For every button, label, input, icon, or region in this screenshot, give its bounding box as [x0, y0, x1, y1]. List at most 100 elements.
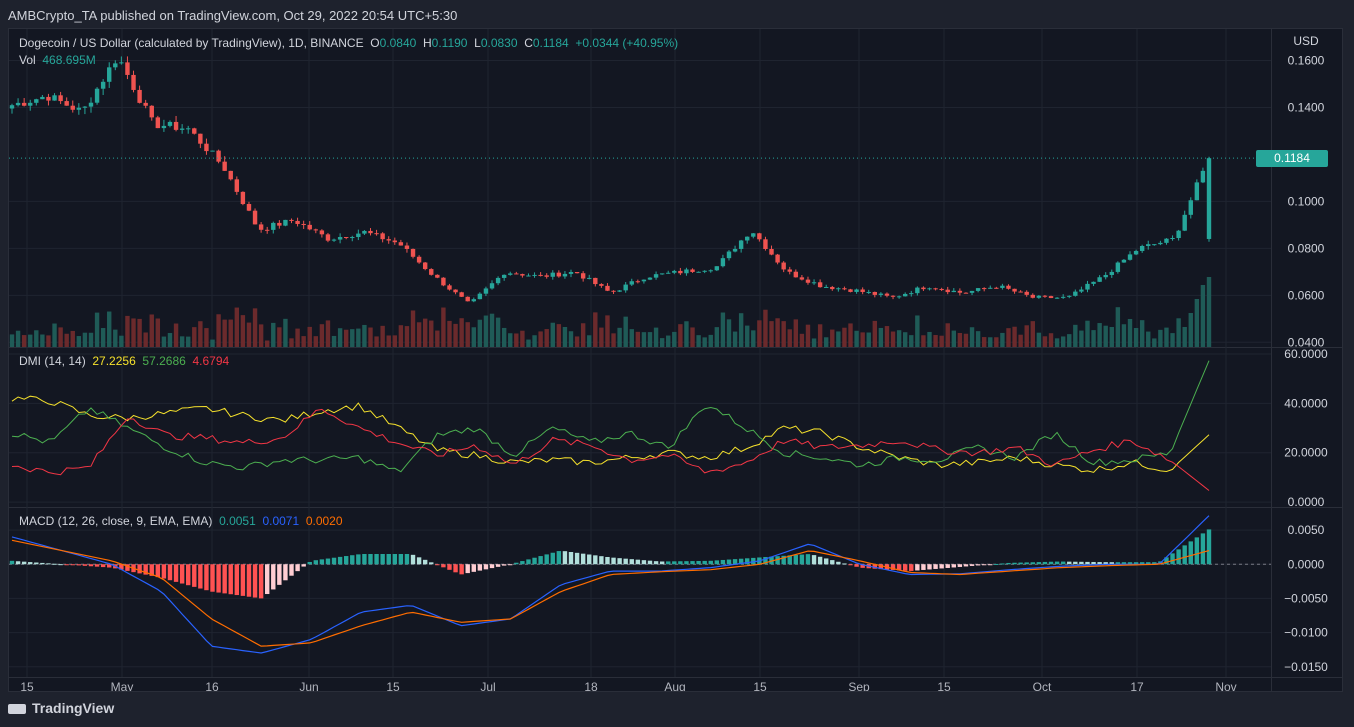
candle-body — [714, 266, 720, 271]
open-value: 0.0840 — [379, 36, 417, 50]
candle-body — [1133, 250, 1139, 255]
macd-histogram-bar — [890, 564, 896, 570]
macd-histogram-bar — [848, 564, 853, 566]
volume-bar — [216, 314, 221, 347]
volume-label[interactable]: Vol — [19, 53, 36, 67]
volume-legend: Vol 468.695M — [19, 53, 96, 67]
candle-body — [362, 230, 367, 234]
candle-body — [1097, 277, 1102, 282]
candle-body — [659, 273, 665, 275]
low-label: L — [474, 36, 481, 50]
volume-bar — [313, 336, 319, 347]
chart-frame[interactable]: 15 May 16 Jun 15 Jul 18 Aug 15 Sep 15 Oct 17 Nov USD 0.… — [8, 28, 1343, 692]
macd-label[interactable]: MACD (12, 26, close, 9, EMA, EMA) — [19, 514, 213, 528]
candle-body — [921, 287, 926, 290]
candle-body — [872, 291, 878, 295]
candle-body — [331, 239, 337, 241]
volume-bar — [1012, 326, 1017, 347]
volume-bar — [1091, 330, 1096, 347]
macd-hist-value: 0.0051 — [219, 514, 256, 528]
candle-body — [635, 281, 641, 283]
volume-bar — [1036, 332, 1042, 347]
macd-histogram-bar — [179, 564, 185, 584]
candle-body — [149, 105, 154, 118]
candle-body — [137, 89, 142, 103]
candle-body — [1054, 297, 1060, 299]
volume-bar — [878, 327, 884, 347]
macd-histogram-bar — [198, 564, 203, 589]
candle-body — [878, 293, 884, 295]
volume-bar — [830, 329, 835, 347]
macd-tick-label: 0.0050 — [1288, 523, 1325, 537]
macd-histogram-bar — [678, 561, 683, 565]
volume-bar — [574, 336, 580, 347]
volume-bar — [331, 335, 337, 347]
volume-bar — [580, 323, 586, 347]
volume-bar — [1000, 332, 1005, 347]
macd-histogram-bar — [872, 564, 878, 569]
volume-bar — [410, 310, 416, 347]
volume-bar — [246, 322, 252, 347]
macd-histogram-bar — [1103, 562, 1108, 565]
open-label: O — [370, 36, 380, 50]
symbol-title[interactable]: Dogecoin / US Dollar (calculated by Trad… — [19, 36, 364, 50]
volume-bar — [264, 340, 270, 347]
volume-bar — [1139, 320, 1145, 347]
volume-bar — [1176, 318, 1181, 347]
candle-body — [94, 88, 100, 103]
macd-histogram-bar — [975, 564, 981, 566]
volume-bar — [817, 324, 823, 347]
volume-bar — [277, 327, 282, 347]
macd-histogram-bar — [580, 553, 586, 565]
macd-histogram-bar — [988, 564, 993, 566]
macd-histogram-bar — [805, 554, 811, 565]
candle-body — [933, 288, 938, 290]
volume-bar — [666, 335, 671, 347]
candle-body — [435, 274, 440, 278]
candle-body — [562, 273, 568, 277]
candle-body — [1042, 295, 1048, 297]
macd-histogram-bar — [1067, 561, 1072, 565]
candle-body — [896, 296, 902, 298]
macd-line-value: 0.0071 — [262, 514, 300, 528]
macd-histogram-bar — [1133, 562, 1139, 565]
candle-body — [726, 251, 732, 259]
macd-histogram-bar — [343, 556, 349, 565]
candle-body — [611, 290, 616, 292]
chart-canvas[interactable]: 15 May 16 Jun 15 Jul 18 Aug 15 Sep 15 Oct 17 Nov USD 0.… — [9, 29, 1343, 692]
plus-di-line — [11, 360, 1210, 473]
candle-body — [1170, 237, 1175, 239]
volume-bar — [441, 307, 446, 347]
volume-bar — [404, 326, 410, 347]
volume-bar — [508, 333, 513, 347]
volume-bar — [933, 335, 938, 347]
candle-body — [380, 233, 385, 240]
volume-bar — [107, 311, 112, 347]
macd-histogram-bar — [568, 552, 574, 565]
volume-bar — [252, 308, 258, 347]
candle-body — [258, 224, 264, 230]
macd-histogram-bar — [76, 564, 82, 566]
macd-histogram-bar — [629, 559, 634, 565]
macd-histogram-bar — [362, 554, 367, 565]
price-tick-label: 0.1000 — [1288, 194, 1325, 208]
tradingview-footer[interactable]: TradingView — [8, 700, 114, 716]
volume-bar — [307, 326, 312, 347]
volume-bar — [872, 320, 878, 347]
volume-bar — [1164, 327, 1169, 347]
macd-histogram-bar — [878, 564, 884, 570]
volume-bar — [969, 327, 975, 347]
time-tick-label: 18 — [584, 680, 598, 692]
macd-histogram-bar — [64, 564, 69, 566]
macd-histogram-bar — [562, 551, 568, 565]
candle-body — [459, 292, 464, 297]
candle-body — [58, 95, 63, 102]
macd-histogram-bar — [714, 560, 720, 565]
macd-histogram-bar — [945, 564, 950, 568]
dmi-label[interactable]: DMI (14, 14) — [19, 354, 86, 368]
tradingview-logo-icon — [8, 704, 26, 715]
macd-histogram-bar — [119, 564, 124, 570]
macd-histogram-bar — [854, 564, 859, 567]
volume-bar — [927, 331, 932, 347]
candle-body — [684, 269, 689, 274]
